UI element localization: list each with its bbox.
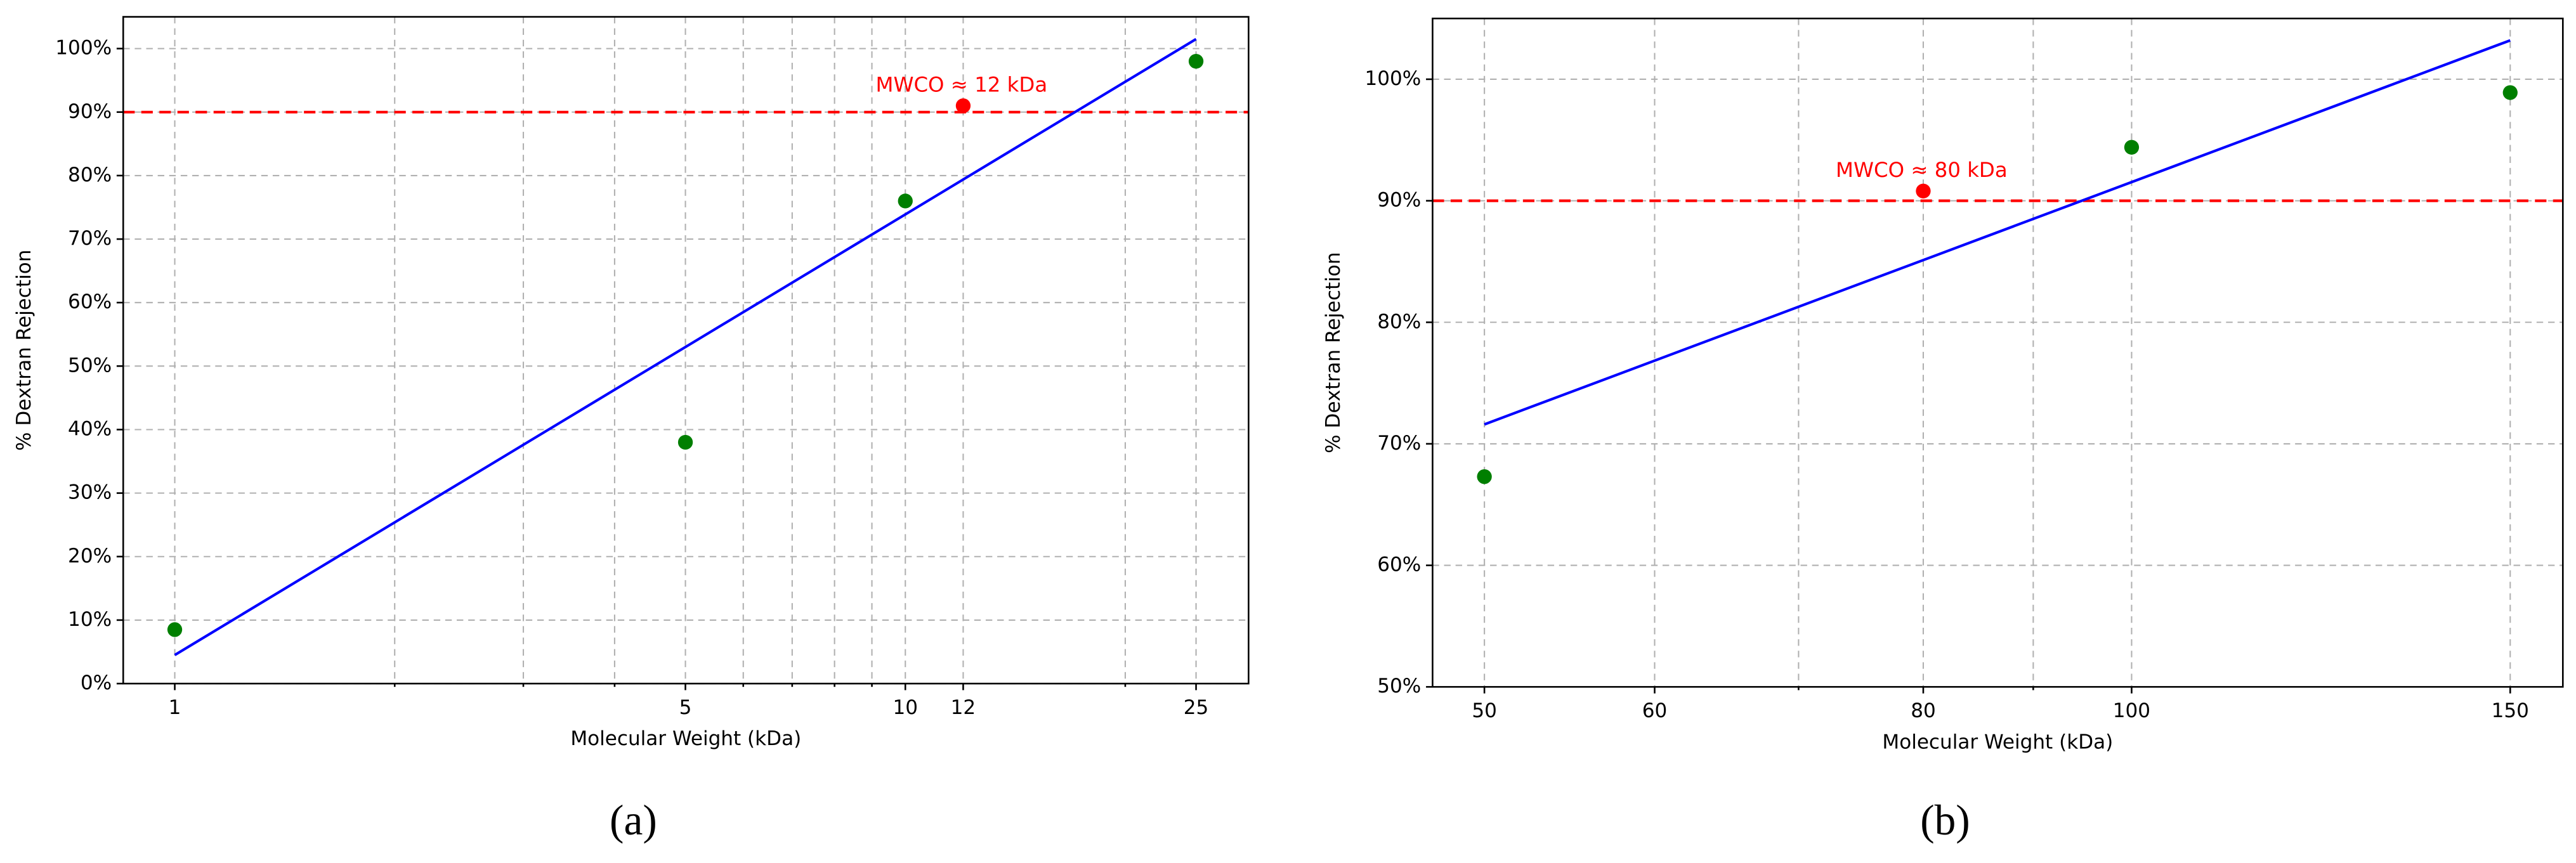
fit-line (1484, 39, 2511, 426)
y-tick-label: 80% (1377, 310, 1421, 333)
x-tick-label: 25 (1184, 696, 1209, 719)
y-tick-label: 10% (68, 608, 112, 631)
x-tick-label: 80 (1911, 699, 1936, 722)
fit-line (174, 37, 1197, 656)
y-tick-label: 100% (55, 37, 112, 60)
x-tick-label: 12 (951, 696, 976, 719)
data-point (167, 622, 183, 637)
y-tick-label: 60% (68, 290, 112, 313)
x-tick-label: 1 (169, 696, 181, 719)
data-point (955, 98, 971, 114)
panel-label: (a) (610, 796, 657, 844)
y-tick-label: 90% (68, 100, 112, 123)
annotation: MWCO ≈ 80 kDa (1836, 158, 2008, 182)
plot-frame (122, 16, 1250, 685)
y-tick-label: 90% (1377, 189, 1421, 212)
x-tick-label: 150 (2492, 699, 2529, 722)
y-tick-label: 30% (68, 481, 112, 504)
data-point (677, 434, 693, 450)
x-tick-label: 5 (679, 696, 692, 719)
y-tick-label: 70% (1377, 432, 1421, 455)
y-tick-label: 80% (68, 164, 112, 186)
x-tick-label: 100 (2113, 699, 2150, 722)
y-axis-label: % Dextran Rejection (1322, 252, 1345, 453)
x-tick-label: 10 (892, 696, 918, 719)
y-tick-label: 50% (1377, 675, 1421, 698)
x-axis-label: Molecular Weight (kDa) (570, 727, 801, 750)
data-point (898, 193, 913, 209)
y-tick-label: 20% (68, 545, 112, 568)
y-tick-label: 70% (68, 227, 112, 250)
data-point (2124, 140, 2140, 155)
data-point (1477, 469, 1492, 484)
panel-label: (b) (1920, 796, 1970, 844)
data-point (2502, 85, 2518, 100)
x-tick-label: 50 (1472, 699, 1497, 722)
y-tick-label: 0% (81, 672, 112, 694)
x-tick-label: 60 (1642, 699, 1668, 722)
plot-frame (1432, 17, 2564, 688)
y-axis-label: % Dextran Rejection (13, 250, 36, 451)
y-tick-label: 60% (1377, 554, 1421, 576)
data-point (1916, 183, 1931, 198)
y-tick-label: 100% (1364, 67, 1421, 90)
data-point (1188, 53, 1204, 69)
y-tick-label: 40% (68, 417, 112, 440)
x-axis-label: Molecular Weight (kDa) (1882, 730, 2113, 753)
annotation: MWCO ≈ 12 kDa (876, 73, 1048, 97)
y-tick-label: 50% (68, 354, 112, 377)
